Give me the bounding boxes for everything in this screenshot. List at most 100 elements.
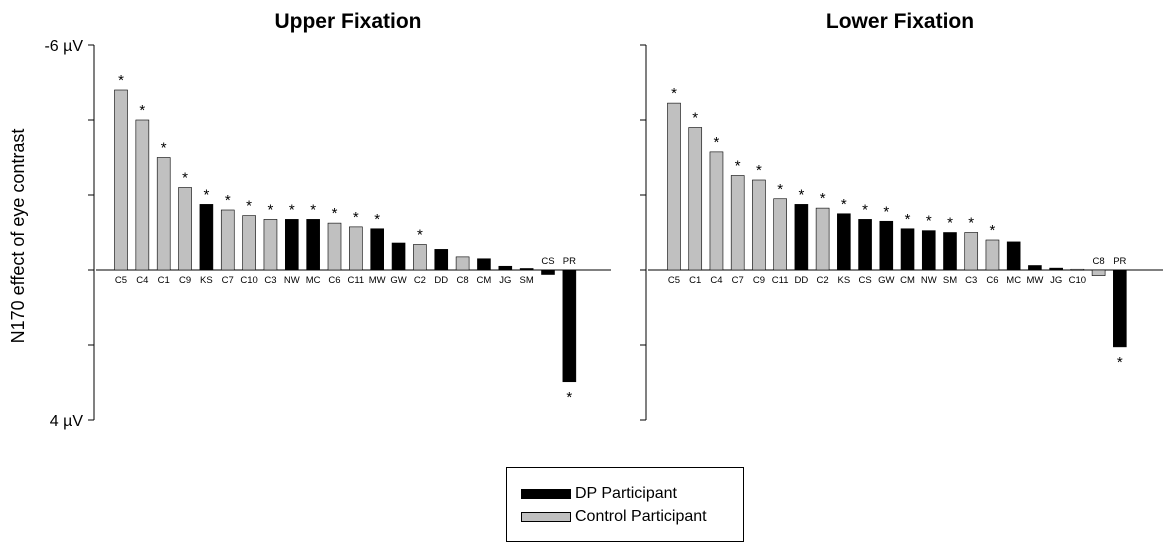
bar: [900, 228, 915, 271]
category-label: DD: [434, 275, 448, 286]
chart-title-2: Lower Fixation: [826, 10, 974, 33]
bar: [1113, 269, 1127, 348]
legend: DP Participant Control Participant: [506, 467, 744, 542]
category-label: NW: [921, 275, 937, 286]
significance-marker: *: [926, 213, 932, 230]
bar: [1070, 268, 1085, 271]
bar: [794, 204, 809, 271]
significance-marker: *: [332, 205, 338, 222]
category-label: C6: [986, 275, 998, 286]
category-label: C4: [710, 275, 722, 286]
category-label: C7: [222, 275, 234, 286]
significance-marker: *: [692, 110, 698, 127]
category-label: C2: [414, 275, 426, 286]
category-label: C1: [158, 275, 170, 286]
bar: [434, 249, 449, 271]
bar: [455, 256, 470, 271]
category-label: PR: [1113, 256, 1126, 267]
bar: [263, 219, 278, 271]
legend-label-control: Control Participant: [575, 508, 707, 525]
significance-marker: *: [118, 72, 124, 89]
bar: [199, 204, 214, 271]
bar: [519, 268, 534, 271]
category-label: CM: [477, 275, 492, 286]
significance-marker: *: [161, 140, 167, 157]
significance-marker: *: [246, 198, 252, 215]
bar: [879, 220, 894, 271]
category-label: JG: [1050, 275, 1062, 286]
bar: [1006, 241, 1021, 271]
bar: [730, 175, 745, 271]
category-label: C11: [347, 275, 364, 286]
y-tick-label: -6 µV: [44, 38, 83, 55]
bar: [688, 127, 703, 271]
category-label: C7: [732, 275, 744, 286]
significance-marker: *: [905, 211, 911, 228]
category-label: CM: [900, 275, 915, 286]
bar: [413, 244, 427, 271]
bar: [306, 219, 320, 271]
bar: [921, 230, 936, 271]
significance-marker: *: [268, 201, 274, 218]
category-label: C3: [264, 275, 276, 286]
bar: [156, 157, 171, 271]
significance-marker: *: [225, 192, 231, 209]
significance-marker: *: [374, 211, 380, 228]
category-label: C8: [1093, 256, 1105, 267]
significance-marker: *: [289, 201, 295, 218]
significance-marker: *: [417, 227, 423, 244]
bar: [370, 228, 385, 271]
significance-marker: *: [883, 203, 889, 220]
bar: [220, 209, 235, 271]
category-label: C5: [115, 275, 127, 286]
significance-marker: *: [947, 215, 953, 232]
bar: [562, 269, 577, 383]
significance-marker: *: [735, 158, 741, 175]
category-label: C5: [668, 275, 680, 286]
bar: [773, 198, 787, 271]
legend-item-dp: DP Participant: [521, 484, 677, 504]
category-label: SM: [943, 275, 957, 286]
bar: [858, 219, 872, 271]
category-label: GW: [390, 275, 406, 286]
category-label: C9: [753, 275, 765, 286]
category-label: C10: [1069, 275, 1086, 286]
category-label: C8: [457, 275, 469, 286]
bar: [178, 187, 192, 271]
significance-marker: *: [841, 196, 847, 213]
category-label: KS: [200, 275, 213, 286]
significance-marker: *: [139, 102, 145, 119]
significance-marker: *: [862, 201, 868, 218]
bar: [135, 119, 150, 271]
significance-marker: *: [1117, 354, 1123, 371]
significance-marker: *: [968, 215, 974, 232]
bar: [541, 269, 555, 275]
bar: [498, 265, 513, 271]
significance-marker: *: [566, 389, 572, 406]
chart-title-1: Upper Fixation: [274, 10, 421, 33]
category-label: MC: [306, 275, 321, 286]
category-label: KS: [837, 275, 850, 286]
category-label: CS: [858, 275, 871, 286]
category-label: C2: [817, 275, 829, 286]
bar: [477, 258, 491, 271]
bar: [667, 102, 681, 271]
significance-marker: *: [714, 134, 720, 151]
legend-swatch-control: [521, 512, 571, 522]
category-label: C4: [136, 275, 148, 286]
category-label: DD: [795, 275, 809, 286]
category-label: NW: [284, 275, 300, 286]
category-label: SM: [520, 275, 534, 286]
bar: [709, 151, 724, 271]
y-axis-label: N170 effect of eye contrast: [8, 129, 28, 344]
category-label: MW: [369, 275, 386, 286]
bar: [985, 239, 1000, 271]
significance-marker: *: [353, 209, 359, 226]
bar: [943, 232, 957, 271]
category-label: CS: [541, 256, 554, 267]
bar: [1091, 269, 1106, 276]
bar: [349, 226, 363, 271]
significance-marker: *: [671, 85, 677, 102]
category-label: C11: [772, 275, 789, 286]
